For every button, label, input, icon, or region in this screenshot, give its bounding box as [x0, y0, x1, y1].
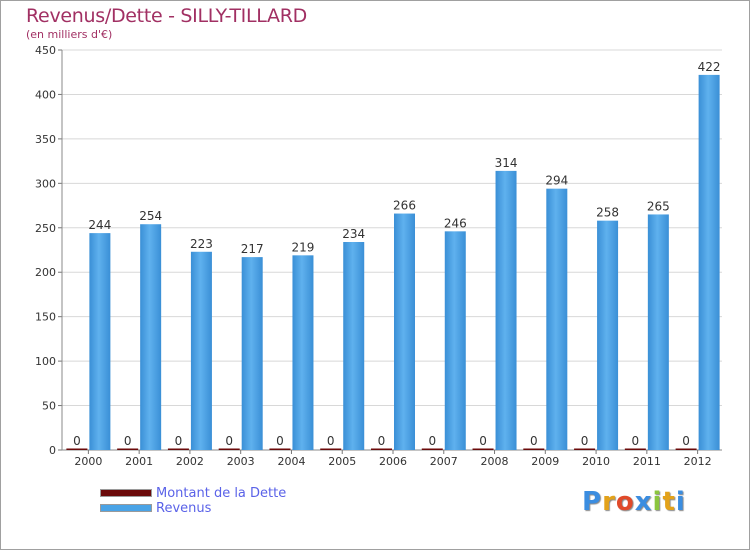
legend-swatch-dette: [100, 489, 152, 497]
data-label-revenus: 265: [647, 199, 670, 213]
x-tick-label: 2001: [125, 455, 153, 468]
bar-revenus: [190, 251, 212, 450]
x-tick-label: 2006: [379, 455, 407, 468]
bar-dette: [421, 448, 443, 450]
data-label-dette: 0: [428, 434, 436, 448]
bar-revenus: [597, 220, 619, 450]
y-tick-label: 100: [35, 355, 56, 368]
bar-dette: [269, 448, 291, 450]
bar-revenus: [698, 74, 720, 450]
data-label-revenus: 258: [596, 206, 619, 220]
bar-dette: [523, 448, 545, 450]
chart-subtitle: (en milliers d'€): [26, 28, 113, 41]
y-tick-label: 250: [35, 222, 56, 235]
x-tick-label: 2009: [531, 455, 559, 468]
bar-revenus: [546, 188, 568, 450]
bar-revenus: [343, 242, 365, 450]
bar-dette: [320, 448, 342, 450]
x-tick-label: 2005: [328, 455, 356, 468]
x-tick-label: 2000: [74, 455, 102, 468]
bar-revenus: [647, 214, 669, 450]
data-label-dette: 0: [479, 434, 487, 448]
data-label-revenus: 219: [292, 240, 315, 254]
data-label-dette: 0: [225, 434, 233, 448]
bar-revenus: [444, 231, 466, 450]
y-tick-label: 0: [49, 444, 56, 457]
logo-letter: i: [675, 487, 686, 517]
x-tick-label: 2010: [582, 455, 610, 468]
y-tick-label: 350: [35, 133, 56, 146]
bar-dette: [218, 448, 240, 450]
bar-revenus: [140, 224, 162, 450]
data-label-revenus: 294: [545, 174, 568, 188]
proxiti-logo: Proxiti: [582, 487, 686, 517]
logo-letter: t: [662, 487, 676, 517]
data-label-dette: 0: [378, 434, 386, 448]
data-label-revenus: 244: [88, 218, 111, 232]
bar-dette: [675, 448, 697, 450]
logo-letter: o: [615, 487, 635, 517]
data-label-revenus: 314: [495, 156, 518, 170]
data-label-dette: 0: [73, 434, 81, 448]
legend-label-dette: Montant de la Dette: [156, 486, 287, 501]
y-tick-label: 400: [35, 88, 56, 101]
data-label-dette: 0: [175, 434, 183, 448]
bar-dette: [66, 448, 88, 450]
data-label-revenus: 246: [444, 216, 467, 230]
bar-revenus: [292, 255, 314, 450]
data-label-dette: 0: [632, 434, 640, 448]
x-tick-label: 2007: [430, 455, 458, 468]
data-label-revenus: 234: [342, 227, 365, 241]
data-label-dette: 0: [530, 434, 538, 448]
x-tick-label: 2004: [277, 455, 305, 468]
legend-swatch-revenus: [100, 504, 152, 512]
legend-label-revenus: Revenus: [156, 501, 212, 516]
data-label-dette: 0: [581, 434, 589, 448]
bar-revenus: [89, 233, 111, 450]
chart-title: Revenus/Dette - SILLY-TILLARD: [26, 5, 307, 27]
bar-dette: [624, 448, 646, 450]
data-label-dette: 0: [327, 434, 335, 448]
x-tick-label: 2002: [176, 455, 204, 468]
data-label-revenus: 422: [698, 60, 721, 74]
bar-revenus: [394, 213, 415, 450]
data-label-dette: 0: [124, 434, 132, 448]
bar-dette: [574, 448, 596, 450]
bar-dette: [117, 448, 139, 450]
y-tick-label: 450: [35, 44, 56, 57]
x-tick-label: 2008: [481, 455, 509, 468]
data-label-dette: 0: [276, 434, 284, 448]
y-tick-label: 150: [35, 311, 56, 324]
x-tick-label: 2011: [633, 455, 661, 468]
y-tick-label: 200: [35, 266, 56, 279]
data-label-dette: 0: [682, 434, 690, 448]
bar-dette: [167, 448, 189, 450]
logo-letter: P: [582, 487, 603, 517]
logo-letter: i: [652, 487, 663, 517]
logo-letter: r: [602, 487, 616, 517]
bar-revenus: [495, 170, 517, 450]
data-label-revenus: 254: [139, 209, 162, 223]
data-label-revenus: 266: [393, 199, 416, 213]
y-tick-label: 300: [35, 177, 56, 190]
bar-dette: [472, 448, 494, 450]
y-tick-label: 50: [42, 400, 56, 413]
data-label-revenus: 223: [190, 237, 213, 251]
logo-letter: x: [634, 487, 653, 517]
x-tick-label: 2003: [227, 455, 255, 468]
x-tick-label: 2012: [684, 455, 712, 468]
data-label-revenus: 217: [241, 242, 264, 256]
bar-revenus: [241, 257, 263, 450]
bar-dette: [371, 448, 392, 450]
